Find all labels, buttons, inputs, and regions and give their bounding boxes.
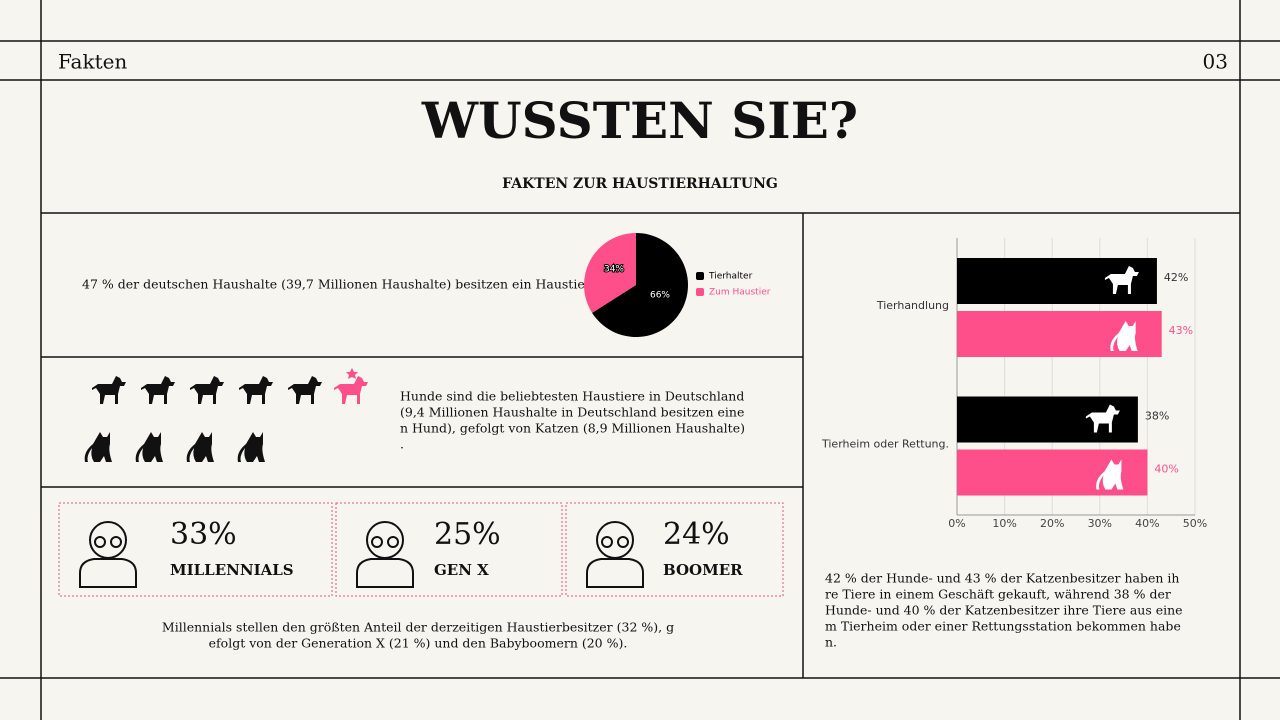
legend-label: Tierhalter (708, 272, 753, 282)
pie-value-label: 34% (604, 265, 624, 275)
paragraph-line: n. (825, 635, 837, 650)
bar-value-label: 42% (1164, 271, 1188, 284)
bar-value-label: 43% (1169, 324, 1193, 337)
paragraph-line: Hunde sind die beliebtesten Haustiere in… (400, 389, 744, 404)
generation-box (58, 502, 333, 597)
glasses-icon (387, 536, 399, 548)
paragraph-line: . (400, 437, 404, 452)
pie-slice (592, 233, 688, 338)
bar-value-label: 40% (1154, 463, 1178, 476)
paragraph-line: Hunde- und 40 % der Katzenbesitzer ihre … (825, 603, 1183, 618)
glasses-icon (601, 536, 613, 548)
y-tick-label: Tierheim oder Rettung. (821, 438, 949, 451)
dog-icon (334, 376, 368, 404)
paragraph-line: efolgt von der Generation X (21 %) und d… (209, 636, 628, 651)
subtitle: FAKTEN ZUR HAUSTIERHALTUNG (502, 176, 778, 192)
cat-icon (1096, 459, 1124, 490)
legend-label: Zum Haustier (709, 288, 771, 298)
legend-swatch (696, 272, 704, 280)
dog-icon (1085, 404, 1120, 433)
dog-icon (92, 376, 126, 404)
legend-swatch (696, 288, 704, 296)
x-tick-label: 10% (992, 517, 1016, 530)
glasses-icon (371, 536, 383, 548)
x-tick-label: 20% (1040, 517, 1064, 530)
glasses-icon (617, 536, 629, 548)
y-tick-label: Tierhandlung (876, 299, 949, 312)
pie-slice (584, 233, 636, 313)
star-icon (346, 368, 358, 379)
x-tick-label: 40% (1135, 517, 1159, 530)
generation-share: 25% (434, 517, 501, 552)
person-icon (79, 558, 137, 588)
paragraph-line: n Hund), gefolgt von Katzen (8,9 Million… (400, 421, 745, 436)
bar-value-label: 38% (1145, 410, 1169, 423)
paragraph-line: m Tierheim oder einer Rettungsstation be… (825, 619, 1181, 634)
x-tick-label: 0% (948, 517, 965, 530)
cat-icon (84, 432, 112, 462)
x-tick-label: 50% (1183, 517, 1207, 530)
person-icon (356, 558, 414, 588)
glasses-icon (94, 536, 106, 548)
section-label: Fakten (58, 50, 127, 74)
generation-name: GEN X (434, 561, 489, 579)
cat-icon (135, 432, 163, 462)
generation-share: 33% (170, 517, 237, 552)
generation-name: MILLENNIALS (170, 561, 294, 579)
paragraph-line: re Tiere in einem Geschäft gekauft, währ… (825, 587, 1171, 602)
generation-box (335, 502, 563, 597)
page-number: 03 (1203, 50, 1228, 74)
dog-icon (1104, 266, 1139, 294)
x-tick-label: 30% (1088, 517, 1112, 530)
paragraph-line: (9,4 Millionen Haushalte in Deutschland … (400, 405, 744, 420)
paragraph-line: 47 % der deutschen Haushalte (39,7 Milli… (82, 277, 593, 292)
dog-icon (288, 376, 322, 404)
cat-icon (186, 432, 214, 462)
generation-share: 24% (663, 517, 730, 552)
person-icon (586, 558, 644, 588)
generation-name: BOOMER (663, 561, 743, 579)
cat-icon (237, 432, 265, 462)
dog-icon (141, 376, 175, 404)
glasses-icon (110, 536, 122, 548)
dog-icon (190, 376, 224, 404)
generation-box (565, 502, 784, 597)
title: WUSSTEN SIE? (421, 91, 858, 150)
paragraph-line: 42 % der Hunde- und 43 % der Katzenbesit… (825, 571, 1179, 586)
dog-icon (239, 376, 273, 404)
cat-icon (1110, 321, 1138, 351)
pie-value-label: 66% (650, 291, 670, 301)
paragraph-line: Millennials stellen den größten Anteil d… (162, 620, 674, 635)
